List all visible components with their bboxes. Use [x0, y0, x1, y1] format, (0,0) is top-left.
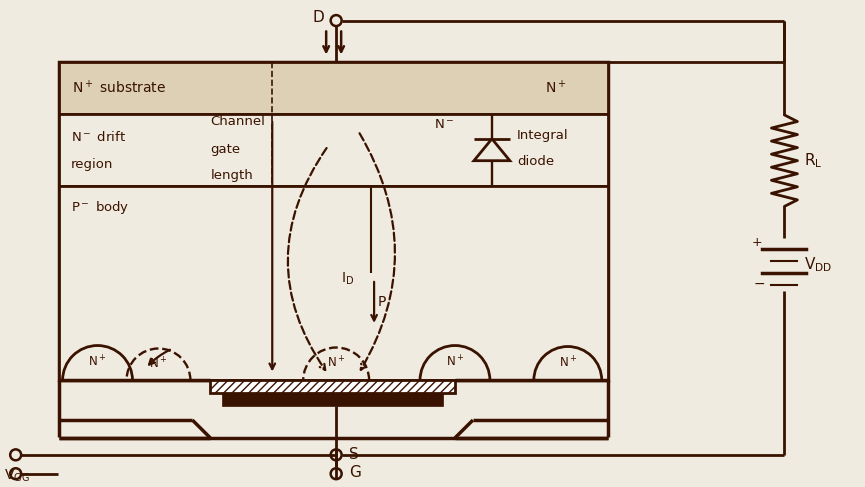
Bar [59, 114, 608, 186]
Bar [222, 393, 443, 406]
Text: $\mathregular{N^-}$: $\mathregular{N^-}$ [433, 118, 454, 131]
Text: $\mathregular{N^+}$: $\mathregular{N^+}$ [327, 356, 345, 371]
Text: $\mathregular{N^+}$ substrate: $\mathregular{N^+}$ substrate [72, 79, 166, 97]
Bar [59, 62, 608, 114]
Bar [59, 62, 608, 380]
Text: $\mathregular{I_D}$: $\mathregular{I_D}$ [341, 271, 355, 287]
Text: $\mathregular{V_{DD}}$: $\mathregular{V_{DD}}$ [804, 255, 833, 274]
Text: $\mathregular{N^+}$: $\mathregular{N^+}$ [88, 355, 106, 370]
Polygon shape [474, 139, 509, 161]
Text: $\mathregular{N^+}$: $\mathregular{N^+}$ [445, 355, 465, 370]
Text: $\mathregular{V_{GG}}$: $\mathregular{V_{GG}}$ [3, 468, 29, 485]
Text: length: length [210, 169, 253, 182]
Bar [59, 186, 608, 380]
Text: $\mathregular{R_L}$: $\mathregular{R_L}$ [804, 151, 823, 170]
Text: $\mathregular{N^+}$: $\mathregular{N^+}$ [545, 79, 567, 97]
Text: S: S [349, 448, 359, 462]
Text: region: region [71, 158, 113, 170]
Text: P: P [378, 296, 387, 309]
Text: gate: gate [210, 143, 240, 156]
Text: G: G [349, 465, 361, 480]
Text: D: D [312, 10, 324, 25]
Text: $\mathregular{N^+}$: $\mathregular{N^+}$ [149, 356, 168, 372]
Text: $\mathregular{N^-}$ drift: $\mathregular{N^-}$ drift [71, 130, 125, 144]
Text: +: + [751, 236, 762, 249]
Bar [210, 380, 455, 393]
Text: Channel: Channel [210, 115, 266, 129]
Text: diode: diode [517, 155, 554, 168]
Text: $\mathregular{N^+}$: $\mathregular{N^+}$ [559, 355, 577, 371]
Text: Integral: Integral [517, 130, 568, 142]
Text: $-$: $-$ [753, 276, 766, 290]
Text: $\mathregular{P^-}$ body: $\mathregular{P^-}$ body [71, 199, 129, 216]
